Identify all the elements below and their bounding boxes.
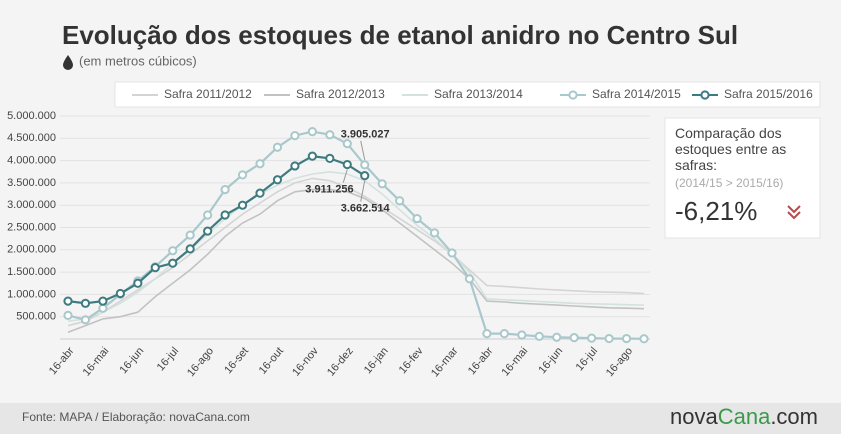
point	[185, 230, 195, 240]
point	[534, 331, 544, 341]
point	[412, 213, 422, 224]
point	[307, 127, 317, 137]
panel-note: (2014/15 > 2015/16)	[675, 176, 783, 190]
point	[63, 296, 73, 306]
series-line	[67, 130, 645, 340]
point	[587, 333, 597, 343]
y-tick-label: 5.000.000	[7, 110, 56, 122]
point	[185, 244, 195, 254]
y-tick-label: 3.500.000	[7, 177, 56, 189]
point	[168, 246, 178, 256]
point	[220, 184, 230, 195]
leader-line	[342, 169, 348, 183]
y-tick-label: 4.000.000	[7, 155, 56, 167]
point	[203, 226, 213, 236]
series-line	[67, 177, 645, 327]
logo-part: .com	[770, 404, 818, 429]
logo-part: Cana	[718, 404, 771, 429]
leader-line	[360, 140, 366, 160]
point	[325, 130, 335, 140]
point	[150, 263, 160, 273]
point	[342, 139, 352, 149]
data-label: 3.911.256	[305, 183, 353, 195]
point	[220, 210, 230, 220]
point	[447, 248, 457, 258]
legend-label: Safra 2015/2016	[724, 87, 813, 101]
point	[639, 334, 649, 344]
series-line	[67, 188, 645, 334]
point	[255, 188, 265, 198]
chart-title: Evolução dos estoques de etanol anidro n…	[62, 20, 738, 50]
legend-label: Safra 2014/2015	[592, 87, 681, 101]
point	[377, 179, 387, 189]
logo: novaCana.com	[670, 404, 818, 429]
panel-title: Comparação dos estoques entre as safras:	[675, 125, 786, 173]
point	[80, 298, 91, 308]
legend-label: Safra 2011/2012	[164, 87, 252, 101]
point	[115, 288, 125, 299]
point	[272, 175, 283, 185]
point	[237, 170, 248, 180]
y-tick-label: 2.000.000	[7, 244, 56, 256]
point	[395, 196, 405, 206]
y-tick-label: 4.500.000	[7, 132, 56, 144]
point	[482, 329, 492, 339]
point	[133, 278, 143, 288]
point	[569, 333, 579, 343]
data-label: 3.905.027	[341, 129, 390, 141]
leader-line	[360, 180, 366, 202]
chart-subtitle: (em metros cúbicos)	[79, 53, 197, 68]
point	[342, 159, 352, 170]
y-tick-label: 2.500.000	[7, 221, 56, 233]
point	[464, 274, 475, 284]
point	[621, 333, 632, 344]
point	[168, 258, 178, 268]
point	[552, 332, 562, 342]
legend-marker	[568, 90, 578, 100]
legend-label: Safra 2013/2014	[434, 87, 523, 101]
panel-value: -6,21%	[675, 196, 757, 226]
y-tick-label: 500.000	[16, 311, 56, 323]
point	[325, 153, 335, 163]
point	[255, 159, 265, 169]
down-icon	[787, 205, 801, 220]
y-tick-label: 1.500.000	[7, 266, 56, 278]
point	[63, 310, 73, 320]
data-label: 3.662.514	[341, 203, 391, 215]
point	[307, 151, 317, 161]
y-tick-label: 3.000.000	[7, 199, 56, 211]
point	[360, 160, 370, 170]
point	[360, 171, 370, 181]
point	[290, 131, 300, 141]
footer-source: Fonte: MAPA / Elaboração: novaCana.com	[22, 410, 250, 424]
legend-marker	[700, 90, 710, 100]
point	[290, 161, 300, 171]
point	[98, 303, 108, 313]
footer-bar	[0, 403, 841, 434]
y-tick-label: 1.000.000	[7, 288, 56, 300]
point	[429, 228, 440, 238]
point	[80, 315, 91, 325]
series-line	[67, 170, 645, 322]
point	[272, 142, 283, 152]
legend-label: Safra 2012/2013	[296, 87, 385, 101]
point	[604, 333, 614, 344]
logo-part: nova	[670, 404, 718, 429]
drop-icon	[63, 55, 73, 70]
point	[517, 330, 527, 340]
point	[98, 296, 108, 306]
point	[499, 329, 509, 339]
point	[237, 200, 248, 210]
point	[203, 210, 213, 220]
